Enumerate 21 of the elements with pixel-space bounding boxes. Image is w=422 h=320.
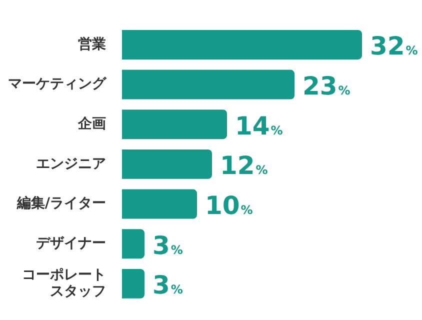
bar (122, 110, 227, 140)
data-label: 23% (302, 72, 350, 101)
y-tick-label: マーケティング (8, 76, 107, 92)
data-label: 3% (152, 230, 183, 260)
y-tick-label: デザイナー (36, 236, 106, 252)
data-label: 3% (152, 270, 183, 300)
data-label: 32% (370, 32, 418, 61)
bar (122, 189, 197, 219)
y-tick-label: 営業 (78, 36, 106, 52)
data-label: 10% (205, 191, 253, 220)
y-tick-label: エンジニア (36, 156, 106, 172)
y-tick-label: 編集/ライター (16, 196, 106, 212)
bar (122, 229, 144, 259)
bar (122, 70, 294, 100)
bar (122, 30, 362, 60)
y-tick-label: コーポレートスタッフ (22, 266, 106, 300)
data-label: 12% (220, 151, 268, 180)
bar (122, 149, 212, 179)
bar (122, 268, 144, 298)
y-tick-label: 企画 (77, 116, 106, 132)
data-label: 14% (235, 111, 283, 140)
